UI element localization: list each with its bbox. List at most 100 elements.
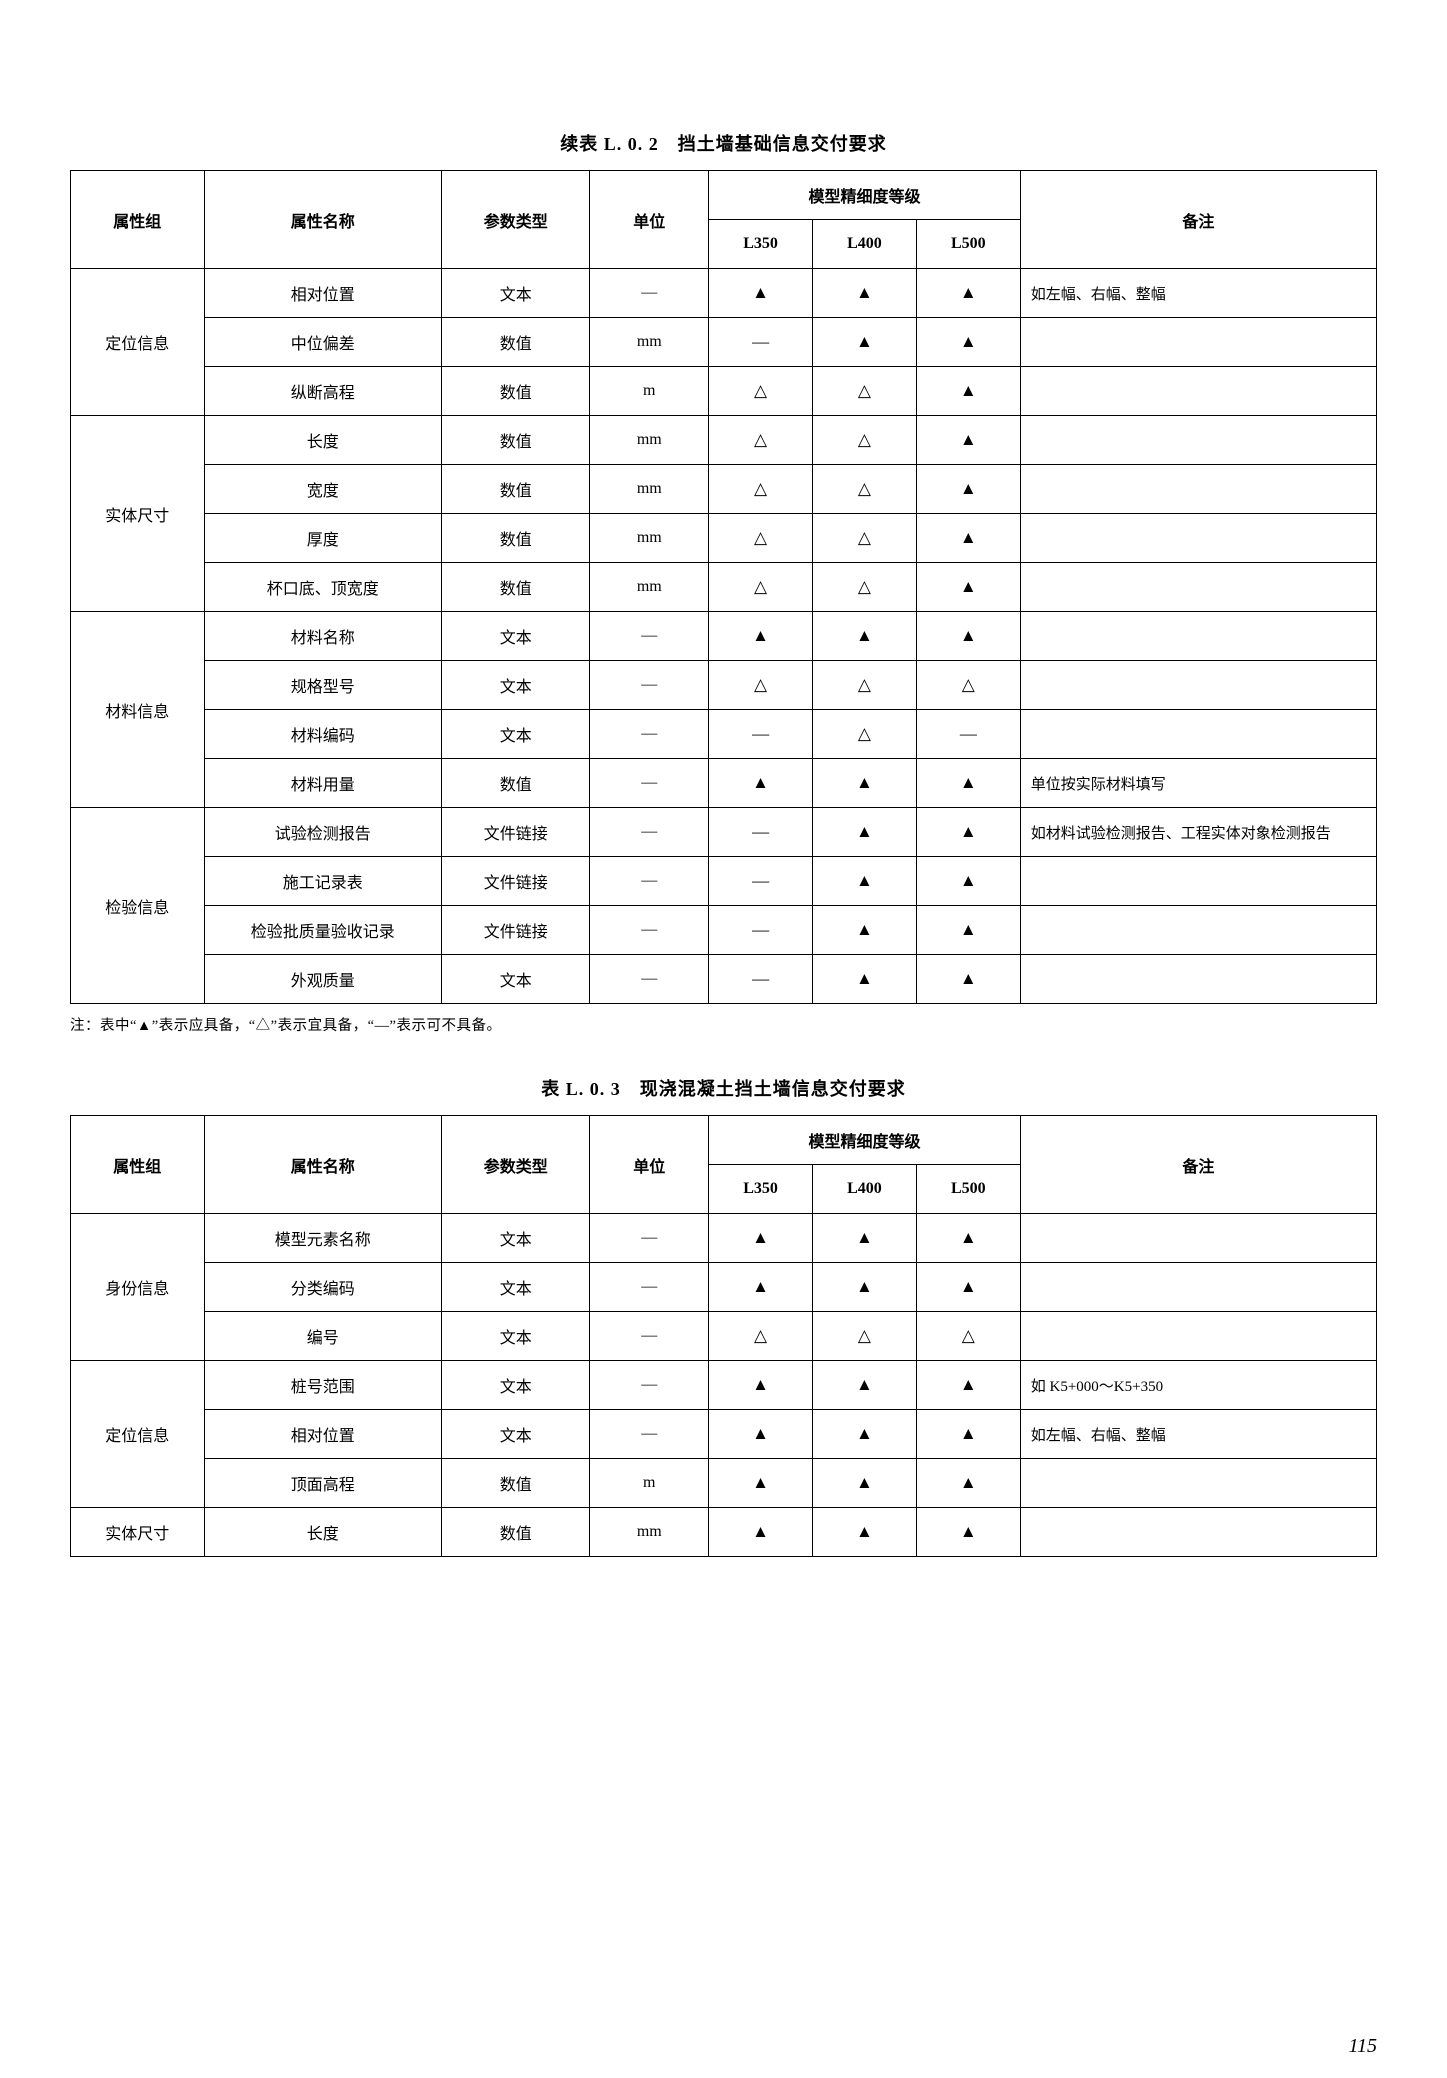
cell-type: 文本 [442, 1361, 590, 1410]
cell-l500: ▲ [916, 906, 1020, 955]
cell-unit: mm [590, 318, 709, 367]
cell-unit: — [590, 1410, 709, 1459]
cell-l500: ▲ [916, 857, 1020, 906]
table-row: 定位信息相对位置文本—▲▲▲如左幅、右幅、整幅 [71, 269, 1377, 318]
table-row: 外观质量文本——▲▲ [71, 955, 1377, 1004]
cell-l350: — [709, 906, 813, 955]
cell-group: 实体尺寸 [71, 1508, 205, 1557]
cell-l500: ▲ [916, 955, 1020, 1004]
cell-unit: m [590, 1459, 709, 1508]
table-row: 实体尺寸长度数值mm▲▲▲ [71, 1508, 1377, 1557]
table2-head: 属性组 属性名称 参数类型 单位 模型精细度等级 备注 L350 L400 L5… [71, 1116, 1377, 1214]
cell-l400: ▲ [813, 318, 917, 367]
cell-l350: ▲ [709, 1459, 813, 1508]
cell-l350: ▲ [709, 759, 813, 808]
cell-l500: ▲ [916, 563, 1020, 612]
cell-note: 如 K5+000～K5+350 [1020, 1361, 1376, 1410]
cell-l400: △ [813, 661, 917, 710]
table-row: 身份信息模型元素名称文本—▲▲▲ [71, 1214, 1377, 1263]
cell-attr: 顶面高程 [204, 1459, 441, 1508]
cell-l350: ▲ [709, 1508, 813, 1557]
th-group: 属性组 [71, 1116, 205, 1214]
cell-note: 如左幅、右幅、整幅 [1020, 1410, 1376, 1459]
cell-unit: — [590, 955, 709, 1004]
cell-l400: △ [813, 416, 917, 465]
cell-note [1020, 710, 1376, 759]
cell-type: 数值 [442, 514, 590, 563]
cell-attr: 模型元素名称 [204, 1214, 441, 1263]
th-group: 属性组 [71, 171, 205, 269]
cell-attr: 材料编码 [204, 710, 441, 759]
cell-unit: mm [590, 416, 709, 465]
cell-l400: △ [813, 1312, 917, 1361]
cell-type: 数值 [442, 318, 590, 367]
cell-l500: △ [916, 661, 1020, 710]
cell-l500: ▲ [916, 808, 1020, 857]
cell-unit: mm [590, 1508, 709, 1557]
table2-title: 表 L. 0. 3 现浇混凝土挡土墙信息交付要求 [70, 1075, 1377, 1101]
cell-unit: m [590, 367, 709, 416]
cell-group: 实体尺寸 [71, 416, 205, 612]
th-type: 参数类型 [442, 1116, 590, 1214]
table-row: 材料信息材料名称文本—▲▲▲ [71, 612, 1377, 661]
cell-l350: ▲ [709, 1263, 813, 1312]
cell-attr: 分类编码 [204, 1263, 441, 1312]
cell-unit: — [590, 1361, 709, 1410]
cell-note [1020, 1312, 1376, 1361]
cell-note [1020, 1214, 1376, 1263]
cell-unit: — [590, 710, 709, 759]
cell-l350: △ [709, 416, 813, 465]
table-row: 施工记录表文件链接——▲▲ [71, 857, 1377, 906]
th-l400: L400 [813, 220, 917, 269]
cell-l400: ▲ [813, 269, 917, 318]
cell-unit: — [590, 612, 709, 661]
cell-l500: ▲ [916, 318, 1020, 367]
cell-note [1020, 955, 1376, 1004]
cell-l350: △ [709, 1312, 813, 1361]
cell-l400: ▲ [813, 1361, 917, 1410]
cell-l500: ▲ [916, 612, 1020, 661]
table-row: 检验批质量验收记录文件链接——▲▲ [71, 906, 1377, 955]
cell-l400: ▲ [813, 808, 917, 857]
cell-note [1020, 1508, 1376, 1557]
cell-attr: 外观质量 [204, 955, 441, 1004]
cell-note [1020, 1263, 1376, 1312]
cell-unit: — [590, 269, 709, 318]
cell-l400: △ [813, 563, 917, 612]
table-row: 实体尺寸长度数值mm△△▲ [71, 416, 1377, 465]
cell-unit: — [590, 759, 709, 808]
cell-l400: ▲ [813, 1263, 917, 1312]
cell-group: 检验信息 [71, 808, 205, 1004]
cell-unit: mm [590, 563, 709, 612]
cell-note: 单位按实际材料填写 [1020, 759, 1376, 808]
cell-attr: 中位偏差 [204, 318, 441, 367]
table-row: 分类编码文本—▲▲▲ [71, 1263, 1377, 1312]
cell-note [1020, 367, 1376, 416]
cell-attr: 桩号范围 [204, 1361, 441, 1410]
cell-type: 文本 [442, 955, 590, 1004]
cell-type: 文本 [442, 661, 590, 710]
cell-l350: △ [709, 661, 813, 710]
cell-attr: 材料名称 [204, 612, 441, 661]
table-row: 纵断高程数值m△△▲ [71, 367, 1377, 416]
cell-l400: ▲ [813, 612, 917, 661]
cell-type: 数值 [442, 759, 590, 808]
th-l500: L500 [916, 220, 1020, 269]
cell-unit: — [590, 857, 709, 906]
cell-attr: 长度 [204, 416, 441, 465]
cell-unit: — [590, 661, 709, 710]
cell-attr: 杯口底、顶宽度 [204, 563, 441, 612]
cell-l500: ▲ [916, 1508, 1020, 1557]
table-row: 中位偏差数值mm—▲▲ [71, 318, 1377, 367]
cell-l400: ▲ [813, 1459, 917, 1508]
cell-note [1020, 857, 1376, 906]
table2-body: 身份信息模型元素名称文本—▲▲▲分类编码文本—▲▲▲编号文本—△△△定位信息桩号… [71, 1214, 1377, 1557]
cell-note [1020, 514, 1376, 563]
cell-l400: ▲ [813, 1410, 917, 1459]
cell-unit: — [590, 1312, 709, 1361]
th-l400: L400 [813, 1165, 917, 1214]
cell-l400: △ [813, 367, 917, 416]
cell-l500: △ [916, 1312, 1020, 1361]
cell-unit: — [590, 808, 709, 857]
cell-unit: mm [590, 465, 709, 514]
